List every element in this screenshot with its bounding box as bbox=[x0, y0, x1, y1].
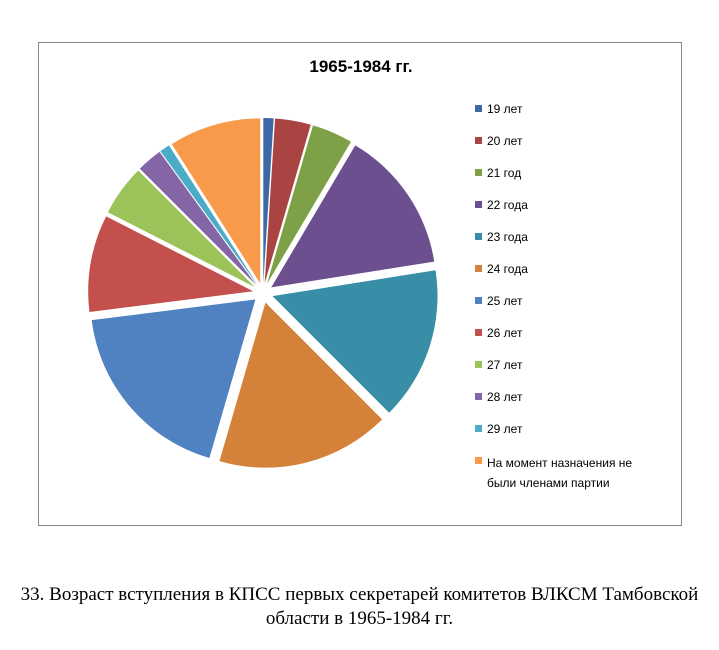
legend-label: На момент назначения не были членами пар… bbox=[487, 456, 633, 490]
pie-slice bbox=[160, 145, 258, 285]
legend-item: 28 лет bbox=[475, 389, 685, 405]
legend-swatch bbox=[475, 201, 482, 208]
legend-label: 20 лет bbox=[487, 134, 523, 148]
caption: 33. Возраст вступления в КПСС первых сек… bbox=[0, 583, 719, 631]
legend-swatch bbox=[475, 297, 482, 304]
caption-text: 33. Возраст вступления в КПСС первых сек… bbox=[20, 584, 699, 629]
pie-slice bbox=[88, 216, 254, 312]
legend-label: 24 года bbox=[487, 262, 528, 276]
legend-item: 23 года bbox=[475, 229, 685, 245]
legend-label: 27 лет bbox=[487, 358, 523, 372]
legend-item: 26 лет bbox=[475, 325, 685, 341]
legend-swatch bbox=[475, 329, 482, 336]
legend-label: 26 лет bbox=[487, 326, 523, 340]
legend-item: На момент назначения не были членами пар… bbox=[475, 453, 685, 493]
legend-swatch bbox=[475, 105, 482, 112]
pie-slice bbox=[219, 302, 383, 468]
chart-frame: 1965-1984 гг. 19 лет 20 лет 21 год 22 года 2… bbox=[38, 42, 682, 526]
legend-label: 23 года bbox=[487, 230, 528, 244]
pie-slice bbox=[107, 170, 255, 288]
legend-item: 19 лет bbox=[475, 101, 685, 117]
legend-label: 19 лет bbox=[487, 102, 523, 116]
legend-item: 29 лет bbox=[475, 421, 685, 437]
legend-swatch bbox=[475, 137, 482, 144]
legend-item: 22 года bbox=[475, 197, 685, 213]
legend-label: 21 год bbox=[487, 166, 522, 180]
legend-label: 25 лет bbox=[487, 294, 523, 308]
legend-item: 24 года bbox=[475, 261, 685, 277]
legend-swatch bbox=[475, 393, 482, 400]
pie-slice bbox=[271, 145, 435, 288]
pie-slice bbox=[263, 118, 274, 284]
legend-swatch bbox=[475, 169, 482, 176]
legend-item: 25 лет bbox=[475, 293, 685, 309]
pie-slice bbox=[266, 125, 351, 284]
chart-title: 1965-1984 гг. bbox=[309, 57, 413, 76]
legend-swatch bbox=[475, 361, 482, 368]
legend-swatch bbox=[475, 265, 482, 272]
pie-slice bbox=[171, 118, 261, 284]
legend-item: 21 год bbox=[475, 165, 685, 181]
legend-label: 22 года bbox=[487, 198, 528, 212]
legend-item: 27 лет bbox=[475, 357, 685, 373]
legend-label: 28 лет bbox=[487, 390, 523, 404]
legend: 19 лет 20 лет 21 год 22 года 23 года 24 года 2… bbox=[475, 101, 685, 509]
legend-label: 29 лет bbox=[487, 422, 523, 436]
pie-slice bbox=[139, 151, 257, 286]
pie-slice bbox=[272, 270, 438, 413]
legend-swatch bbox=[475, 425, 482, 432]
pie-slice bbox=[264, 118, 311, 284]
legend-swatch bbox=[475, 233, 482, 240]
legend-swatch bbox=[475, 457, 482, 464]
legend-item: 20 лет bbox=[475, 133, 685, 149]
chart bbox=[88, 118, 438, 468]
pie-slice bbox=[91, 299, 256, 458]
